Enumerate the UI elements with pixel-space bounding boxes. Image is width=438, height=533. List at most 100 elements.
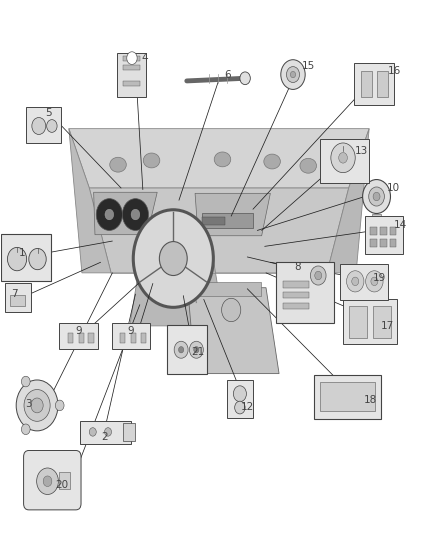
Text: 10: 10	[386, 183, 399, 193]
Polygon shape	[69, 128, 111, 273]
Bar	[112, 323, 150, 349]
Polygon shape	[187, 288, 279, 374]
Bar	[141, 333, 146, 343]
Circle shape	[24, 390, 50, 421]
Circle shape	[105, 427, 112, 436]
Circle shape	[47, 119, 57, 132]
Circle shape	[235, 401, 245, 414]
Bar	[276, 262, 334, 323]
Circle shape	[369, 187, 385, 206]
Circle shape	[194, 346, 199, 353]
Bar	[349, 306, 367, 337]
Circle shape	[127, 52, 137, 64]
Circle shape	[233, 386, 247, 402]
Bar	[377, 71, 388, 97]
Text: 19: 19	[373, 273, 386, 283]
Circle shape	[105, 209, 114, 220]
Text: 13: 13	[355, 146, 368, 156]
Polygon shape	[195, 193, 270, 236]
Bar	[283, 292, 309, 298]
Circle shape	[31, 398, 43, 413]
Ellipse shape	[143, 153, 160, 168]
Polygon shape	[130, 236, 224, 326]
Polygon shape	[69, 128, 369, 188]
Text: 7: 7	[11, 289, 18, 299]
Bar	[123, 65, 140, 70]
Bar	[117, 53, 146, 97]
Bar	[26, 108, 61, 143]
Bar	[192, 282, 261, 296]
Bar	[80, 421, 131, 443]
Circle shape	[29, 248, 46, 270]
Bar	[167, 325, 207, 374]
Bar	[1, 234, 51, 281]
Text: 5: 5	[45, 108, 52, 118]
Bar	[320, 139, 369, 183]
Text: 16: 16	[387, 67, 401, 76]
Circle shape	[174, 341, 188, 358]
Text: 12: 12	[240, 402, 254, 412]
Circle shape	[96, 199, 122, 230]
Circle shape	[373, 192, 380, 201]
Bar	[68, 333, 73, 343]
Bar	[79, 333, 84, 343]
Bar	[10, 295, 25, 306]
Bar	[361, 71, 372, 97]
Circle shape	[55, 400, 64, 411]
Bar	[365, 216, 403, 254]
Circle shape	[240, 72, 251, 85]
Circle shape	[32, 117, 46, 134]
Text: 15: 15	[302, 61, 315, 71]
Circle shape	[366, 271, 383, 292]
Text: 1: 1	[19, 248, 25, 259]
Circle shape	[286, 67, 300, 83]
Circle shape	[222, 298, 241, 321]
Bar	[339, 264, 389, 300]
Text: 9: 9	[75, 326, 82, 336]
Bar	[343, 300, 397, 344]
Bar	[131, 333, 136, 343]
Bar	[59, 323, 98, 349]
Bar	[371, 239, 377, 247]
Circle shape	[37, 468, 58, 495]
Bar	[227, 380, 253, 418]
Bar	[371, 227, 377, 235]
Bar	[123, 56, 140, 61]
Circle shape	[363, 180, 391, 214]
Bar	[201, 214, 253, 228]
Bar	[373, 306, 391, 337]
Bar	[390, 239, 396, 247]
Text: 18: 18	[364, 395, 377, 405]
Bar	[321, 382, 375, 411]
Circle shape	[311, 266, 326, 285]
Ellipse shape	[264, 154, 280, 169]
Circle shape	[21, 424, 30, 434]
Bar	[372, 214, 381, 225]
Text: 17: 17	[381, 321, 395, 331]
Polygon shape	[327, 128, 369, 273]
Text: 4: 4	[142, 53, 148, 63]
Circle shape	[122, 199, 148, 230]
Bar	[380, 239, 387, 247]
Bar	[5, 283, 31, 312]
Polygon shape	[89, 188, 349, 273]
Circle shape	[315, 271, 322, 280]
Text: 2: 2	[102, 432, 108, 442]
Bar	[202, 216, 225, 225]
Circle shape	[89, 427, 96, 436]
Bar	[59, 472, 70, 489]
Circle shape	[189, 341, 203, 358]
Circle shape	[133, 210, 213, 308]
Bar	[123, 423, 135, 441]
Circle shape	[339, 152, 347, 163]
Bar	[354, 63, 394, 105]
Bar	[390, 227, 396, 235]
Text: 8: 8	[294, 262, 300, 271]
Circle shape	[159, 241, 187, 276]
Circle shape	[371, 277, 378, 286]
Text: 21: 21	[191, 348, 205, 358]
Polygon shape	[94, 192, 157, 235]
Bar	[88, 333, 94, 343]
Text: 3: 3	[25, 399, 32, 409]
Circle shape	[290, 71, 296, 78]
